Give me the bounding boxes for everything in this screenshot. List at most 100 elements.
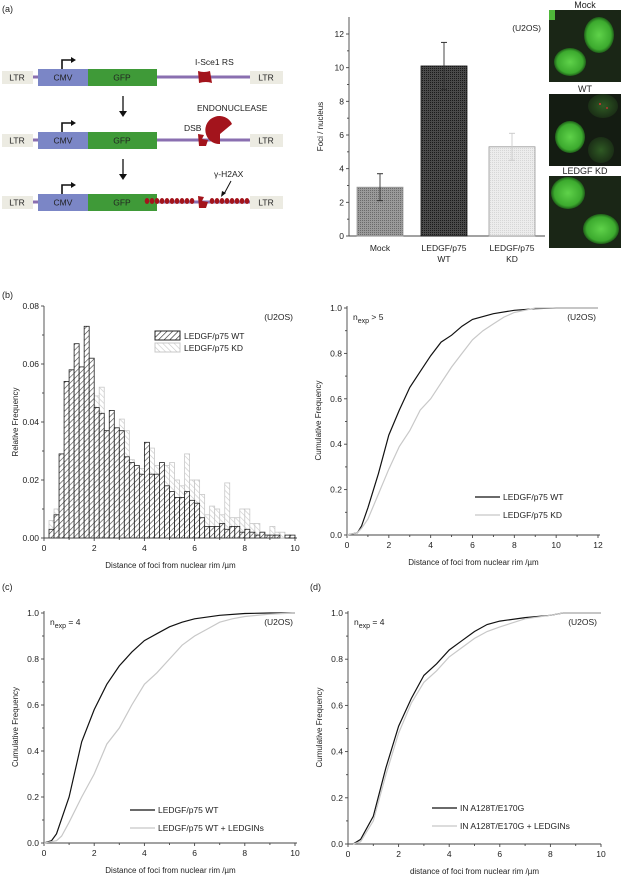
legend-label: LEDGF/p75 WT	[503, 492, 563, 502]
legend-label: LEDGF/p75 KD	[503, 510, 562, 520]
y-tick-label: 8	[339, 96, 344, 106]
panel-label-b: (b)	[2, 290, 13, 300]
histogram-bar	[229, 526, 236, 539]
y-tick-label: 0.00	[22, 533, 39, 543]
cell-line-annotation: (U2OS)	[264, 312, 293, 322]
histogram-bar	[244, 528, 251, 539]
histogram-bar	[143, 441, 150, 539]
cmv-box	[38, 132, 88, 149]
y-axis-label: Cumulative Frequency	[11, 687, 20, 767]
y-tick-label: 0.2	[330, 485, 342, 495]
legend-label: LEDGF/p75 WT + LEDGINs	[158, 823, 264, 833]
x-tick-label: 6	[192, 543, 197, 553]
histogram-bar	[154, 473, 160, 539]
cmv-label: CMV	[54, 198, 73, 208]
ltr-left-box	[2, 71, 33, 84]
x-axis-label: Distance of foci from nuclear rim /µm	[105, 561, 236, 570]
h2ax-mark-icon	[169, 198, 175, 204]
endonuclease-label: ENDONUCLEASE	[197, 103, 268, 113]
n-symbol: n	[354, 617, 359, 627]
promoter-arrow-icon	[61, 122, 72, 132]
gfp-label: GFP	[113, 73, 131, 83]
y-tick-label: 1.0	[331, 608, 343, 618]
h2ax-mark-icon	[239, 198, 245, 204]
panel-label-a: (a)	[2, 4, 13, 14]
cell-line-annotation: (U2OS)	[512, 23, 541, 33]
x-tick-label: 0	[42, 848, 47, 858]
y-tick-label: 0.02	[22, 475, 39, 485]
h2ax-mark-icon	[229, 198, 235, 204]
n-subscript: exp	[359, 623, 370, 630]
micrograph-wt	[549, 94, 621, 166]
category-label-line: LEDGF/p75	[490, 243, 535, 253]
y-tick-label: 0.4	[27, 746, 39, 756]
histogram-bar	[73, 343, 80, 539]
y-tick-label: 6	[339, 130, 344, 140]
h2ax-mark-icon	[214, 198, 220, 204]
category-label-line: LEDGF/p75	[422, 243, 467, 253]
cmv-box	[38, 194, 88, 211]
chart-cdfB: 0.0 0.2 0.4 0.6 0.8 1.0 0 2 4 6 8 10 12 Cumulative Fr…	[314, 303, 603, 567]
category-label-line: WT	[437, 254, 450, 264]
ltr-left-label: LTR	[9, 73, 24, 83]
x-tick-label: 0	[346, 849, 351, 859]
histogram-bar	[204, 526, 211, 539]
reporter-construct-diagram: LTR CMV GFP LTR LTR CMV GFP LTR LTR CMV GFP LTR I-Sc…	[2, 57, 283, 211]
y-tick-label: 0.6	[27, 700, 39, 710]
histogram-bar	[169, 491, 175, 539]
histogram-bar	[174, 496, 180, 539]
y-tick-label: 0.8	[27, 654, 39, 664]
n-subscript: exp	[358, 318, 369, 325]
y-tick-label: 0.06	[22, 359, 39, 369]
histogram-bar	[68, 369, 75, 539]
cmv-label: CMV	[54, 136, 73, 146]
panel-label-d: (d)	[310, 582, 321, 592]
micrographs: Mock WT LEDGF KD	[549, 0, 621, 248]
histogram-bar	[103, 430, 110, 539]
histogram-bar	[98, 412, 105, 539]
histogram-bar	[83, 325, 90, 539]
h2ax-mark-icon	[224, 198, 230, 204]
y-tick-label: 0.4	[330, 439, 342, 449]
h2ax-mark-icon	[209, 198, 215, 204]
legend-label: IN A128T/E170G + LEDGINs	[460, 821, 570, 831]
promoter-arrowhead-icon	[71, 120, 76, 126]
y-axis-label: Relative Frequency	[11, 388, 20, 457]
histogram-bar	[184, 491, 190, 539]
n-symbol: n	[50, 617, 55, 627]
gfp-label: GFP	[113, 198, 131, 208]
y-tick-label: 1.0	[330, 303, 342, 313]
n-experiments-annotation: nexp > 5	[353, 312, 384, 325]
histogram-bar	[284, 534, 291, 539]
endonuclease-icon	[205, 116, 232, 145]
x-tick-label: 0	[42, 543, 47, 553]
bar	[420, 65, 468, 237]
histogram-bar	[78, 366, 85, 539]
x-tick-label: 8	[548, 849, 553, 859]
histogram-bar	[289, 534, 296, 539]
cell-line-annotation: (U2OS)	[568, 617, 597, 627]
y-tick-label: 0.2	[331, 793, 343, 803]
ltr-left-label: LTR	[9, 136, 24, 146]
histogram-bar	[209, 526, 216, 539]
ltr-right-box	[250, 196, 283, 209]
h2ax-label: γ-H2AX	[214, 169, 244, 179]
cdf-line	[352, 612, 601, 845]
y-tick-label: 0.2	[27, 792, 39, 802]
y-tick-label: 0.08	[22, 301, 39, 311]
y-tick-label: 0	[339, 231, 344, 241]
x-tick-label: 0	[345, 540, 350, 550]
x-tick-label: 4	[142, 543, 147, 553]
histogram-bar	[199, 517, 206, 539]
histogram-bar	[224, 528, 231, 539]
histogram-bar	[128, 462, 135, 539]
y-tick-label: 0.0	[27, 838, 39, 848]
histogram-bar	[249, 531, 256, 539]
promoter-arrowhead-icon	[71, 57, 76, 63]
cdf-line	[352, 612, 601, 845]
step-arrowhead-icon	[119, 174, 127, 180]
micrograph-ledgf-kd	[549, 176, 621, 248]
bar	[488, 146, 536, 237]
x-tick-label: 6	[470, 540, 475, 550]
x-tick-label: 10	[596, 849, 606, 859]
